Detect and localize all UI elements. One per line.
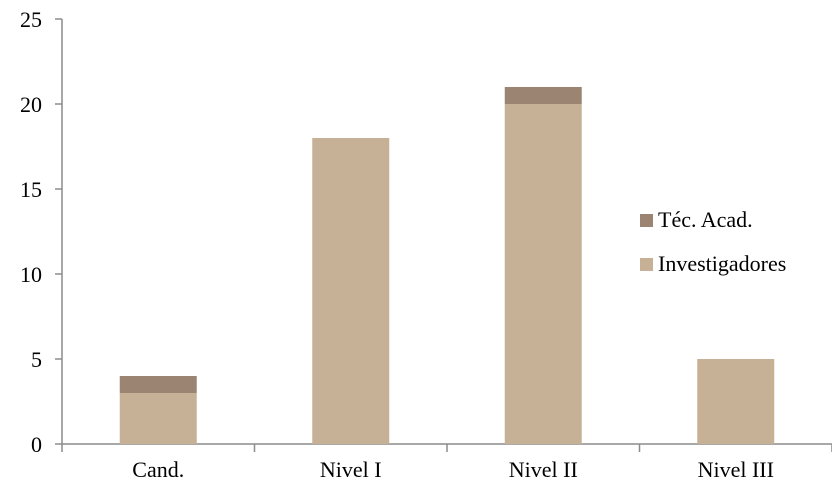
y-tick-label: 20	[20, 92, 42, 117]
y-tick-label: 0	[31, 432, 42, 457]
y-tick-label: 5	[31, 347, 42, 372]
x-category-label: Cand.	[132, 457, 184, 482]
y-axis: 0 5 10 15 20 25	[20, 7, 63, 457]
legend-label: Téc. Acad.	[658, 207, 753, 232]
bar-segment-tec-acad	[504, 87, 582, 104]
bar-segment-investigadores	[119, 393, 197, 444]
x-category-label: Nivel III	[698, 457, 774, 482]
x-axis: Cand. Nivel I Nivel II Nivel III	[61, 443, 832, 482]
x-category-label: Nivel II	[509, 457, 578, 482]
bar-segment-investigadores	[504, 104, 582, 444]
y-tick-label: 15	[20, 177, 42, 202]
y-tick-label: 10	[20, 262, 42, 287]
legend: Téc. Acad. Investigadores	[640, 207, 786, 276]
legend-label: Investigadores	[658, 251, 786, 276]
legend-swatch	[640, 258, 653, 271]
bars	[119, 87, 775, 444]
bar-segment-investigadores	[697, 359, 775, 444]
x-category-label: Nivel I	[320, 457, 382, 482]
legend-swatch	[640, 214, 653, 227]
y-tick-label: 25	[20, 7, 42, 32]
bar-segment-tec-acad	[119, 376, 197, 393]
bar-segment-investigadores	[312, 138, 390, 444]
